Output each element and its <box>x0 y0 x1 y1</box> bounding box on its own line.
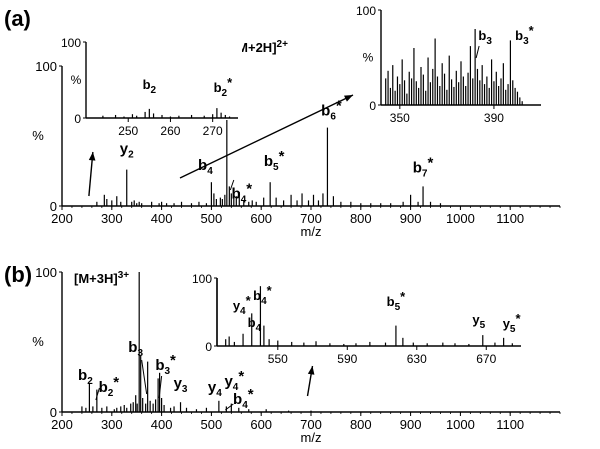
panel-b-x-tick-label: 600 <box>250 417 272 432</box>
panel-b-ion-label: b4* <box>233 386 254 411</box>
panel-b-ion-label: b3* <box>155 352 176 377</box>
panel-b-inset-x-tick-label: 670 <box>476 352 496 366</box>
panel-b-y-label: % <box>32 334 44 349</box>
panel-a-y-tick-label: 0 <box>50 199 57 214</box>
panel-a-inset-1-ion-label: b2 <box>143 77 157 96</box>
panel-b-ion-label: b2* <box>99 374 120 399</box>
panel-a-inset-2-x-tick-label: 350 <box>390 111 410 125</box>
panel-b-precursor-label: [M+3H]3+ <box>74 270 129 286</box>
panel-b-b2star-leader <box>95 387 100 401</box>
panel-a-inset-2-background <box>379 6 545 107</box>
panel-b-ion-label: b2 <box>78 367 93 387</box>
panel-b-y-tick-label: 100 <box>35 265 57 280</box>
panel-b-inset-y-tick-label: 0 <box>205 340 212 354</box>
panel-a-y-label: % <box>32 128 44 143</box>
panel-b-inset-ion-label: y5* <box>503 311 522 335</box>
panel-a-x-tick-label: 500 <box>201 211 223 226</box>
panel-b-x-label: m/z <box>301 430 322 445</box>
panel-a-inset-1-x-tick-label: 270 <box>203 124 223 138</box>
panel-a-x-tick-label: 1100 <box>496 211 524 226</box>
panel-a-precursor-label: [M+2H]2+ <box>233 39 288 55</box>
panel-b-inset-x-tick-label: 630 <box>407 352 427 366</box>
panel-b-b3star-leader <box>158 375 163 399</box>
panel-b-x-tick-label: 400 <box>151 417 173 432</box>
panel-a-x-tick-label: 1000 <box>446 211 475 226</box>
panel-a-inset-2-x-tick-label: 390 <box>484 111 504 125</box>
panel-a-x-label: m/z <box>301 224 322 239</box>
panel-b-ion-label: y4 <box>208 379 222 399</box>
panel-b-label: (b) <box>4 262 32 287</box>
panel-a-x-tick-label: 400 <box>151 211 173 226</box>
panel-b-arrow-head <box>307 366 315 375</box>
panel-a-x-tick-label: 600 <box>250 211 272 226</box>
panel-b-x-tick-label: 1000 <box>446 417 475 432</box>
panel-a-inset-2-y-tick-label: 100 <box>356 4 376 18</box>
panel-a-arrow-right-head <box>344 95 353 102</box>
panel-a-ion-label: b5* <box>264 148 285 173</box>
panel-a-ion-label: b6* <box>321 98 342 123</box>
panel-a-x-tick-label: 300 <box>101 211 123 226</box>
panel-a-y-tick-label: 100 <box>35 59 57 74</box>
panel-b-inset-ion-label: y4* <box>233 293 252 317</box>
panel-b-x-tick-label: 300 <box>101 417 123 432</box>
panel-a-inset-2-y-label: % <box>363 51 374 65</box>
panel-a-ion-label: b4* <box>232 181 253 206</box>
panel-a-arrow-left-head <box>88 152 96 161</box>
panel-b-inset-x-tick-label: 590 <box>337 352 357 366</box>
panel-a-inset-1-y-tick-label: 0 <box>74 112 81 126</box>
panel-b-inset-ion-label: b5* <box>387 289 407 313</box>
panel-a-arrow-right <box>179 94 354 179</box>
panel-b-ion-label: y4* <box>224 368 244 393</box>
panel-a-inset-1-x-tick-label: 250 <box>118 124 138 138</box>
panel-a-x-tick-label: 700 <box>300 211 322 226</box>
panel-b-x-tick-label: 800 <box>350 417 372 432</box>
panel-a-x-tick-label: 900 <box>400 211 422 226</box>
panel-a-ion-label: b7* <box>413 154 434 179</box>
panel-b-ion-label: y3 <box>174 375 188 395</box>
panel-b-inset-x-tick-label: 550 <box>268 352 288 366</box>
panel-b-inset-ion-label: b4* <box>253 283 273 307</box>
panel-a-inset-1-ion-label: b2* <box>214 75 234 99</box>
panel-b-inset-ion-label: b4 <box>248 315 262 334</box>
panel-b-b4star-leader <box>225 403 234 411</box>
panel-b-y-tick-label: 0 <box>50 405 57 420</box>
panel-b-x-tick-label: 200 <box>51 417 73 432</box>
panel-a-inset-1-y-tick-label: 100 <box>61 36 81 50</box>
panel-a-inset-1-background <box>84 38 242 120</box>
panel-a-x-tick-label: 200 <box>51 211 73 226</box>
panel-a-label: (a) <box>4 6 31 31</box>
panel-b-ion-label: b3 <box>128 339 143 359</box>
panel-b-x-tick-label: 500 <box>201 417 223 432</box>
panel-b-x-tick-label: 1100 <box>496 417 524 432</box>
panel-a-inset-1-x-tick-label: 260 <box>160 124 180 138</box>
panel-a-ion-label: y2 <box>120 141 134 161</box>
panel-a-inset-2-y-tick-label: 0 <box>369 99 376 113</box>
panel-a-inset-2-ion-label: b3* <box>515 23 535 47</box>
panel-b-inset-y-tick-label: 100 <box>192 272 212 286</box>
panel-a-inset-2-ion-label: b3 <box>478 28 492 47</box>
panel-b-x-tick-label: 700 <box>300 417 322 432</box>
panel-b-x-tick-label: 900 <box>400 417 422 432</box>
panel-a-x-tick-label: 800 <box>350 211 372 226</box>
panel-b-inset-ion-label: y5 <box>472 312 485 331</box>
panel-a-inset-2-b3-leader <box>475 45 480 59</box>
panel-a-b4star-leader <box>229 179 235 191</box>
panel-a-inset-1-y-label: % <box>71 73 82 87</box>
panel-b-b3-leader <box>141 359 148 395</box>
panel-b-inset-background <box>215 274 525 348</box>
panel-a-ion-label: b4 <box>198 157 213 177</box>
